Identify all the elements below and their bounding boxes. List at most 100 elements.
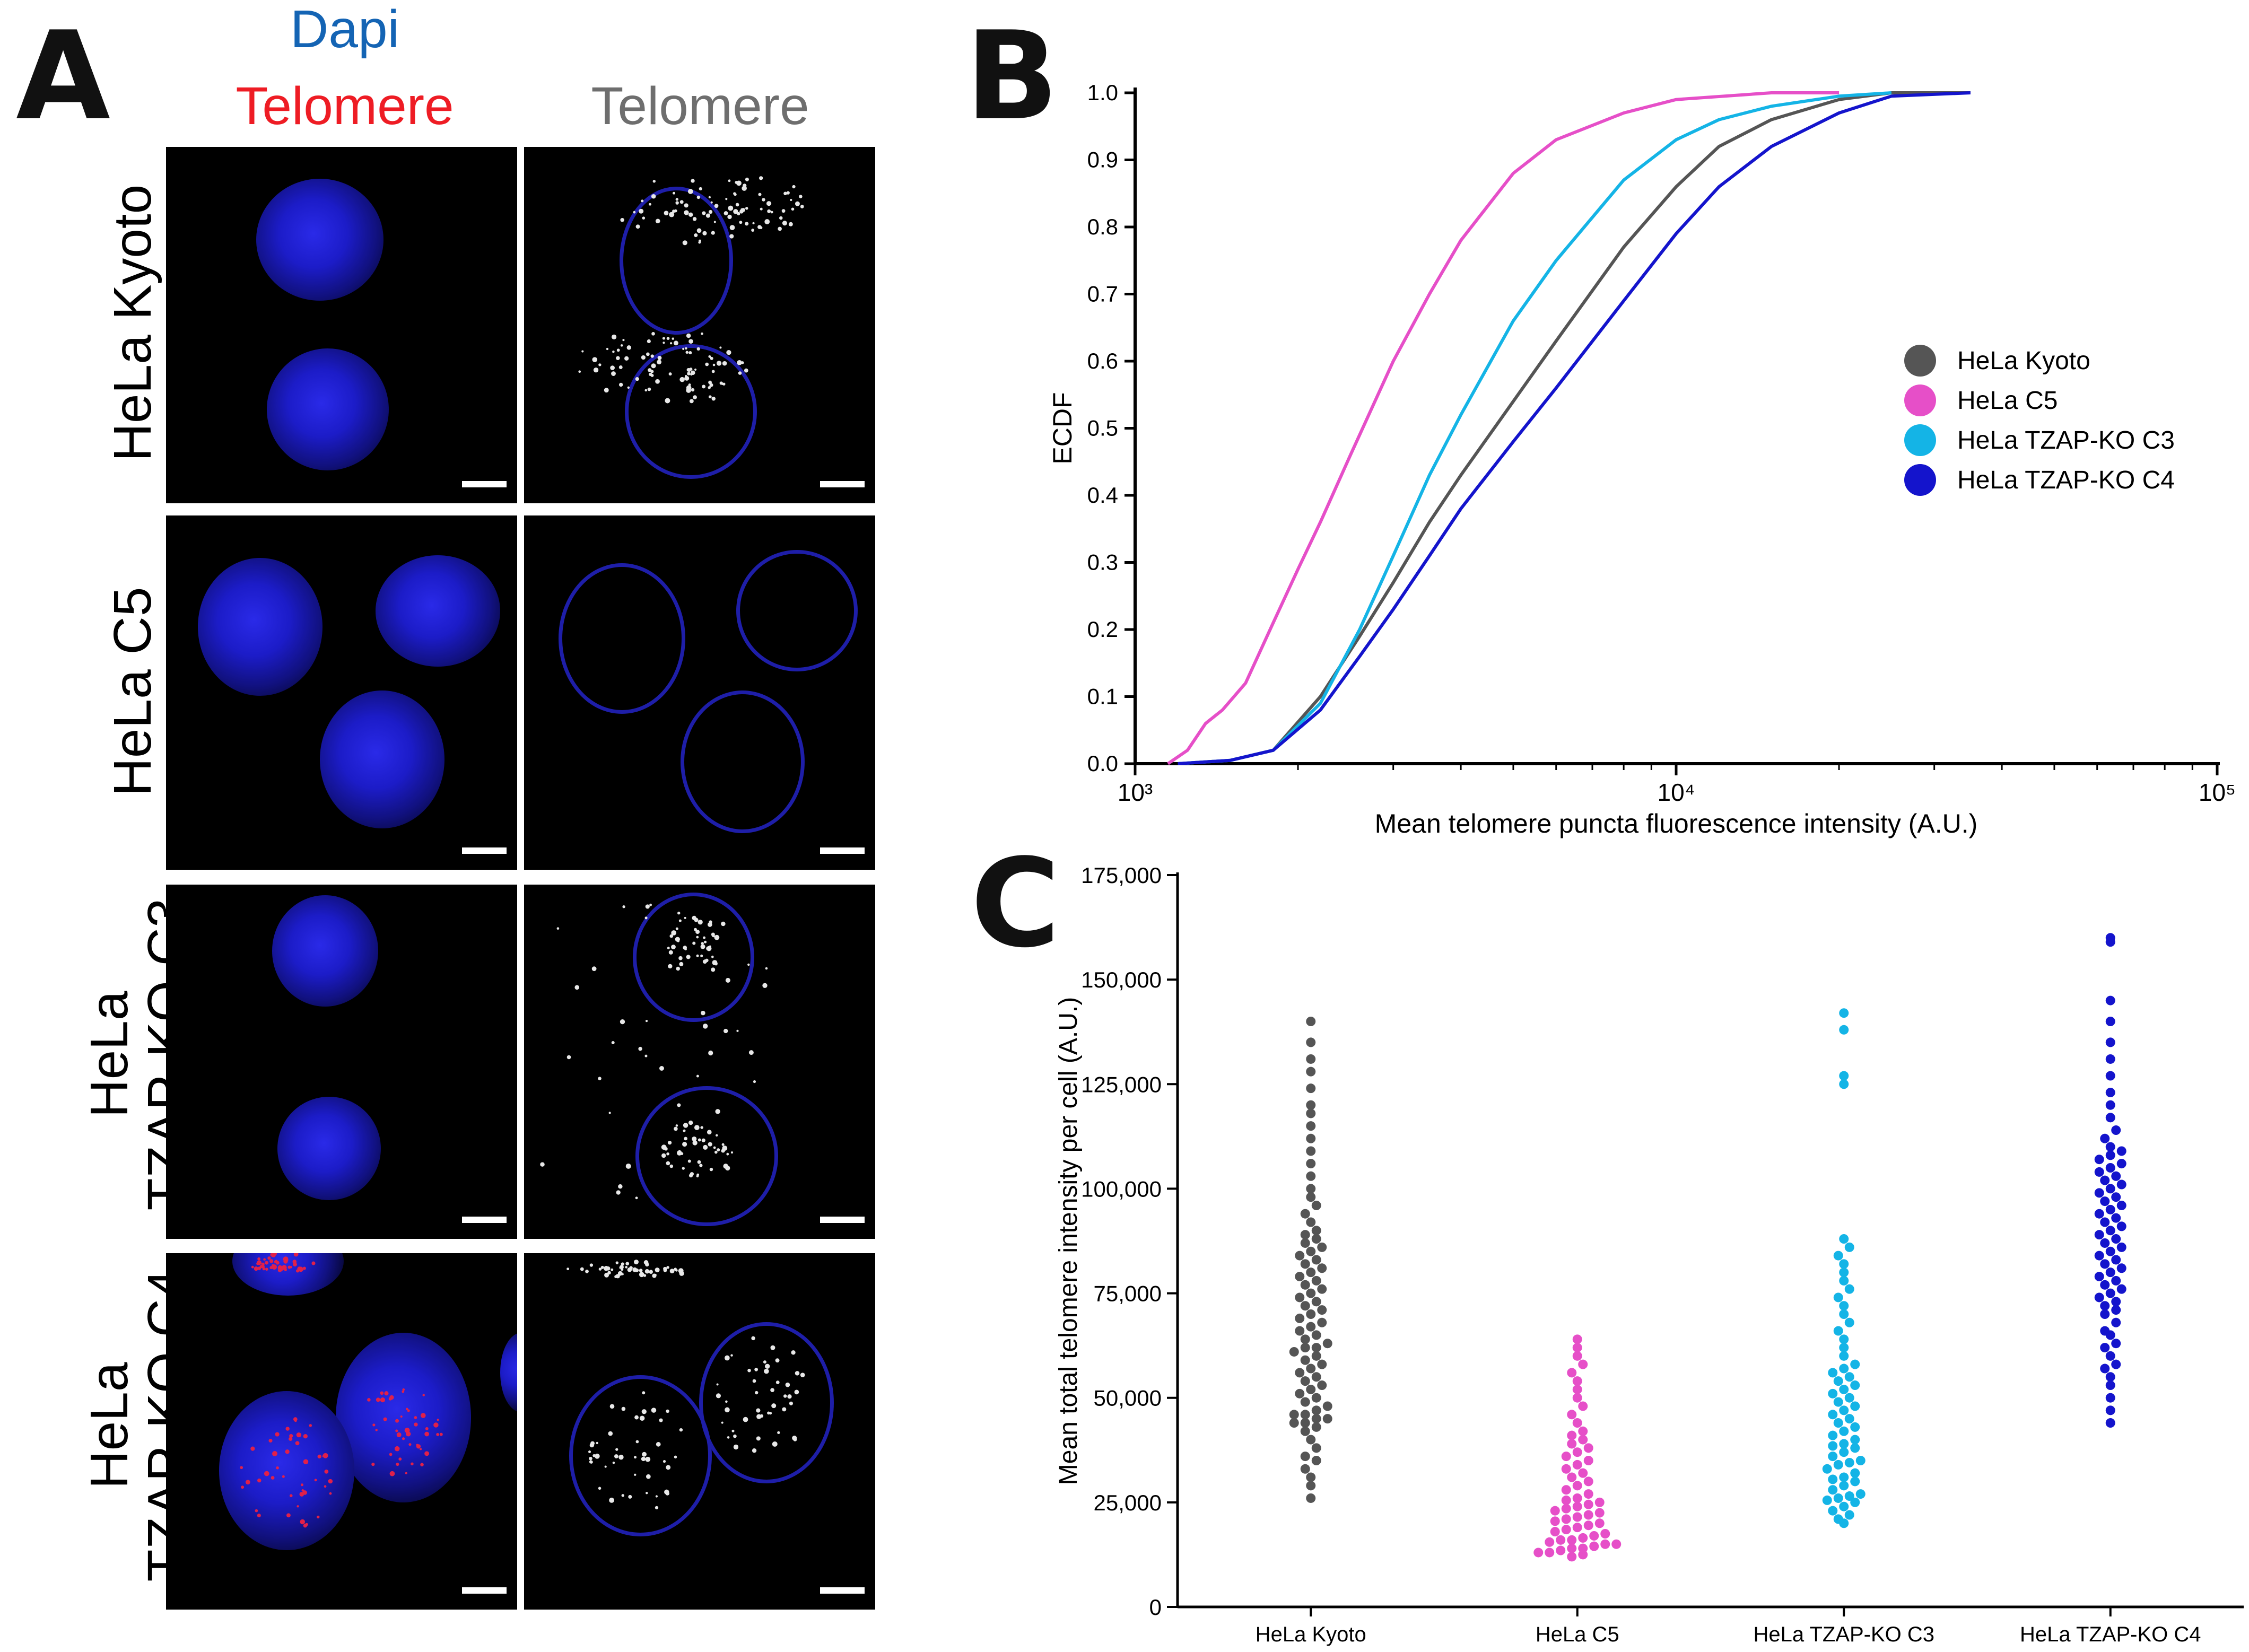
telomere-punctum xyxy=(719,346,722,349)
data-point xyxy=(2111,1171,2121,1181)
micrograph-c4-telomere xyxy=(524,1253,875,1610)
telomere-punctum xyxy=(716,1134,718,1137)
telomere-punctum xyxy=(396,1463,399,1466)
telomere-punctum xyxy=(766,201,772,206)
data-point xyxy=(1561,1464,1571,1474)
data-point xyxy=(2116,1284,2126,1294)
data-point xyxy=(1306,1037,1316,1047)
telomere-punctum xyxy=(621,1262,624,1266)
telomere-punctum xyxy=(271,1476,275,1480)
row-label-line1: HeLa xyxy=(80,991,139,1118)
telomere-punctum xyxy=(682,1167,685,1170)
data-point xyxy=(1572,1418,1582,1428)
data-point xyxy=(2100,1280,2110,1290)
legend-marker xyxy=(1904,464,1936,496)
telomere-punctum xyxy=(663,1460,666,1463)
data-point xyxy=(1833,1418,1843,1428)
telomere-punctum xyxy=(251,1265,254,1269)
telomere-punctum xyxy=(799,195,803,198)
telomere-punctum xyxy=(728,205,734,211)
data-point xyxy=(1300,1259,1310,1269)
telomere-punctum xyxy=(725,1165,730,1171)
data-point xyxy=(1311,1330,1321,1340)
telomere-punctum xyxy=(678,919,682,922)
data-point xyxy=(1589,1541,1599,1551)
telomere-punctum xyxy=(411,1462,414,1466)
telomere-punctum xyxy=(620,217,624,222)
telomere-punctum xyxy=(674,1455,677,1459)
telomere-punctum xyxy=(731,1429,735,1432)
data-point xyxy=(1833,1376,1843,1386)
telomere-punctum xyxy=(641,1409,647,1414)
data-point xyxy=(1311,1393,1321,1403)
telomere-punctum xyxy=(618,382,623,387)
telomere-punctum xyxy=(698,241,701,244)
data-point xyxy=(1295,1313,1305,1323)
data-point xyxy=(1572,1343,1582,1353)
telomere-punctum xyxy=(649,203,651,206)
telomere-punctum xyxy=(437,1419,439,1421)
nucleus-outline xyxy=(620,187,733,335)
nucleus xyxy=(336,1333,471,1502)
data-point xyxy=(1611,1539,1622,1549)
telomere-punctum xyxy=(661,1153,666,1158)
x-tick-label: 10⁵ xyxy=(2199,779,2236,806)
telomere-punctum xyxy=(598,1268,602,1271)
telomere-punctum xyxy=(735,203,739,207)
telomere-punctum xyxy=(795,1371,800,1376)
telomere-punctum xyxy=(687,189,693,194)
telomere-punctum xyxy=(257,1257,261,1261)
data-point xyxy=(1594,1518,1605,1528)
telomere-punctum xyxy=(701,942,704,945)
nucleus xyxy=(272,895,378,1007)
telomere-punctum xyxy=(655,1268,660,1273)
telomere-punctum xyxy=(300,1483,303,1487)
data-point xyxy=(1306,1217,1316,1227)
telomere-punctum xyxy=(635,1268,639,1272)
telomere-punctum xyxy=(644,389,648,392)
telomere-punctum xyxy=(635,1196,638,1200)
telomere-punctum xyxy=(620,1019,625,1025)
y-tick-label: 50,000 xyxy=(1094,1386,1162,1411)
telomere-punctum xyxy=(395,1429,398,1432)
telomere-punctum xyxy=(710,201,713,204)
data-point xyxy=(1822,1495,1832,1505)
telomere-punctum xyxy=(639,1272,644,1278)
data-point xyxy=(1572,1384,1582,1394)
data-point xyxy=(1306,1100,1316,1110)
telomere-punctum xyxy=(700,944,705,949)
telomere-punctum xyxy=(711,397,716,401)
data-point xyxy=(2105,1351,2115,1361)
data-point xyxy=(2105,1418,2115,1428)
telomere-punctum xyxy=(791,207,795,211)
data-point xyxy=(1839,1384,1849,1394)
telomere-punctum xyxy=(405,1472,407,1474)
telomere-punctum xyxy=(708,1142,712,1147)
telomere-punctum xyxy=(745,222,749,226)
telomere-punctum xyxy=(711,370,715,373)
data-point xyxy=(1567,1430,1577,1440)
telomere-punctum xyxy=(615,1448,618,1451)
telomere-punctum xyxy=(600,1265,604,1269)
data-point xyxy=(2105,1054,2115,1064)
telomere-punctum xyxy=(693,395,697,399)
data-point xyxy=(1850,1497,1860,1507)
telomere-punctum xyxy=(692,1140,698,1146)
telomere-punctum xyxy=(240,1466,243,1470)
telomere-punctum xyxy=(696,195,700,199)
telomere-punctum xyxy=(770,1345,775,1350)
telomere-punctum xyxy=(648,368,652,372)
telomere-punctum xyxy=(675,927,678,930)
data-point xyxy=(1567,1535,1577,1545)
telomere-punctum xyxy=(261,1262,265,1266)
y-tick-label: 0.0 xyxy=(1087,751,1118,776)
telomere-punctum xyxy=(692,1136,697,1142)
telomere-punctum xyxy=(708,355,711,358)
x-tick-label: HeLa Kyoto xyxy=(1256,1623,1366,1646)
y-tick-label: 0.8 xyxy=(1087,214,1118,239)
data-point xyxy=(1322,1414,1332,1424)
telomere-punctum xyxy=(708,1050,713,1056)
telomere-punctum xyxy=(723,1028,728,1034)
telomere-punctum xyxy=(594,1453,600,1459)
swarm-chart: 0 25,000 50,000 75,000 100,000 125,000 150,000… xyxy=(1054,863,2244,1646)
